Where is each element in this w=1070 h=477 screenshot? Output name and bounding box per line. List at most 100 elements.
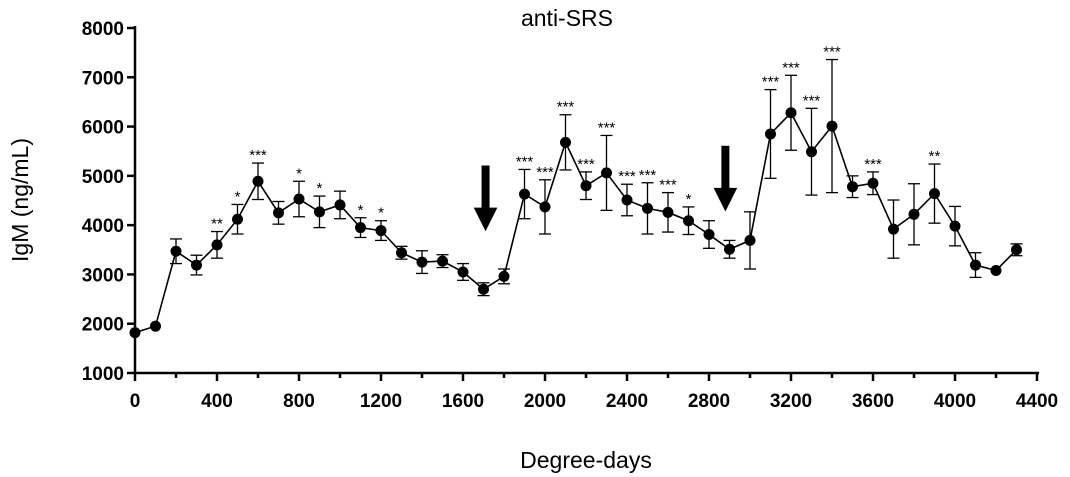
x-axis-title: Degree-days xyxy=(520,447,652,473)
x-tick-label: 3200 xyxy=(770,391,812,412)
data-point xyxy=(457,266,469,278)
significance-label: *** xyxy=(823,44,841,61)
x-tick-label: 0 xyxy=(130,391,141,412)
significance-label: *** xyxy=(803,92,821,109)
data-point xyxy=(1011,244,1022,256)
x-tick-label: 2400 xyxy=(606,391,648,412)
data-point xyxy=(908,208,920,220)
data-point xyxy=(785,107,797,119)
significance-label: * xyxy=(686,191,692,208)
data-point xyxy=(170,245,182,257)
significance-label: ** xyxy=(211,216,223,233)
series-lines xyxy=(134,111,1018,334)
data-point xyxy=(765,128,776,140)
data-point xyxy=(416,256,428,268)
significance-label: * xyxy=(378,205,384,222)
significance-label: * xyxy=(296,165,302,182)
y-tick-label: 4000 xyxy=(82,216,124,237)
x-tick-label: 1200 xyxy=(360,391,402,412)
data-point xyxy=(929,188,940,200)
x-tick-label: 800 xyxy=(283,391,315,412)
x-tick-label: 4000 xyxy=(934,391,976,412)
series-line xyxy=(134,111,1018,334)
significance-markers: ********* ******************* ************… xyxy=(211,44,940,233)
data-point xyxy=(806,146,817,158)
data-point xyxy=(232,213,243,225)
data-point xyxy=(662,206,674,218)
axes: 1000 2000 3000 4000 5000 6000 7000 8000 0 400 800 1… xyxy=(82,19,1058,412)
data-point xyxy=(129,327,141,339)
data-point xyxy=(273,207,284,219)
x-tick-label: 400 xyxy=(201,391,233,412)
significance-label: *** xyxy=(577,156,595,173)
data-point xyxy=(601,167,612,179)
arrow-shaft xyxy=(721,145,730,190)
data-point xyxy=(396,247,407,259)
significance-label: *** xyxy=(618,168,636,185)
y-tick-label: 6000 xyxy=(82,118,124,139)
chart-title: anti-SRS xyxy=(521,5,613,31)
data-point xyxy=(191,259,202,271)
data-point xyxy=(970,259,981,271)
data-point xyxy=(560,136,571,148)
significance-label: ** xyxy=(929,148,941,165)
significance-label: *** xyxy=(536,164,554,181)
data-point xyxy=(314,206,325,218)
x-tick-label: 2800 xyxy=(688,391,730,412)
significance-label: *** xyxy=(516,153,534,170)
data-point xyxy=(642,202,653,214)
data-point xyxy=(150,320,161,332)
data-point xyxy=(847,181,858,193)
y-tick-label: 8000 xyxy=(82,19,124,40)
y-tick-label: 5000 xyxy=(82,167,124,188)
arrow-head xyxy=(473,207,498,232)
y-tick-label: 3000 xyxy=(82,265,124,286)
data-point xyxy=(334,199,346,211)
significance-label: *** xyxy=(557,99,575,116)
y-tick-label: 1000 xyxy=(82,364,124,385)
data-point xyxy=(888,223,899,235)
data-point xyxy=(724,243,735,255)
arrow-down-icon xyxy=(473,165,498,232)
data-point xyxy=(621,194,633,206)
significance-label: *** xyxy=(598,119,616,136)
data-point xyxy=(498,270,510,282)
data-point xyxy=(355,222,366,234)
significance-label: * xyxy=(235,188,241,205)
data-point xyxy=(478,283,489,295)
significance-label: * xyxy=(358,202,364,219)
x-tick-label: 4400 xyxy=(1016,391,1058,412)
data-point xyxy=(437,255,448,267)
data-point xyxy=(519,188,530,200)
y-tick-label: 7000 xyxy=(82,68,124,89)
y-tick-label: 2000 xyxy=(82,315,124,336)
data-point xyxy=(683,215,694,227)
data-point xyxy=(375,225,387,237)
arrow-head xyxy=(713,187,738,212)
significance-label: *** xyxy=(659,177,677,194)
data-point xyxy=(580,180,592,192)
data-point xyxy=(293,193,305,205)
x-tick-label: 3600 xyxy=(852,391,894,412)
x-tick-label: 2000 xyxy=(524,391,566,412)
significance-label: *** xyxy=(639,167,657,184)
data-point xyxy=(744,234,756,246)
significance-label: *** xyxy=(864,156,882,173)
data-point xyxy=(252,175,264,187)
data-point xyxy=(703,229,715,241)
x-tick-label: 1600 xyxy=(442,391,484,412)
data-point xyxy=(211,239,223,251)
data-point xyxy=(990,264,1002,276)
significance-label: *** xyxy=(249,147,267,164)
annotations xyxy=(473,145,738,232)
significance-label: * xyxy=(317,180,323,197)
significance-label: *** xyxy=(782,59,800,76)
data-points xyxy=(129,107,1022,339)
data-point xyxy=(867,177,879,189)
arrow-down-icon xyxy=(713,145,738,212)
data-point xyxy=(949,220,961,232)
y-axis-title: IgM (ng/mL) xyxy=(7,138,33,262)
data-point xyxy=(539,201,551,213)
arrow-shaft xyxy=(481,165,490,210)
